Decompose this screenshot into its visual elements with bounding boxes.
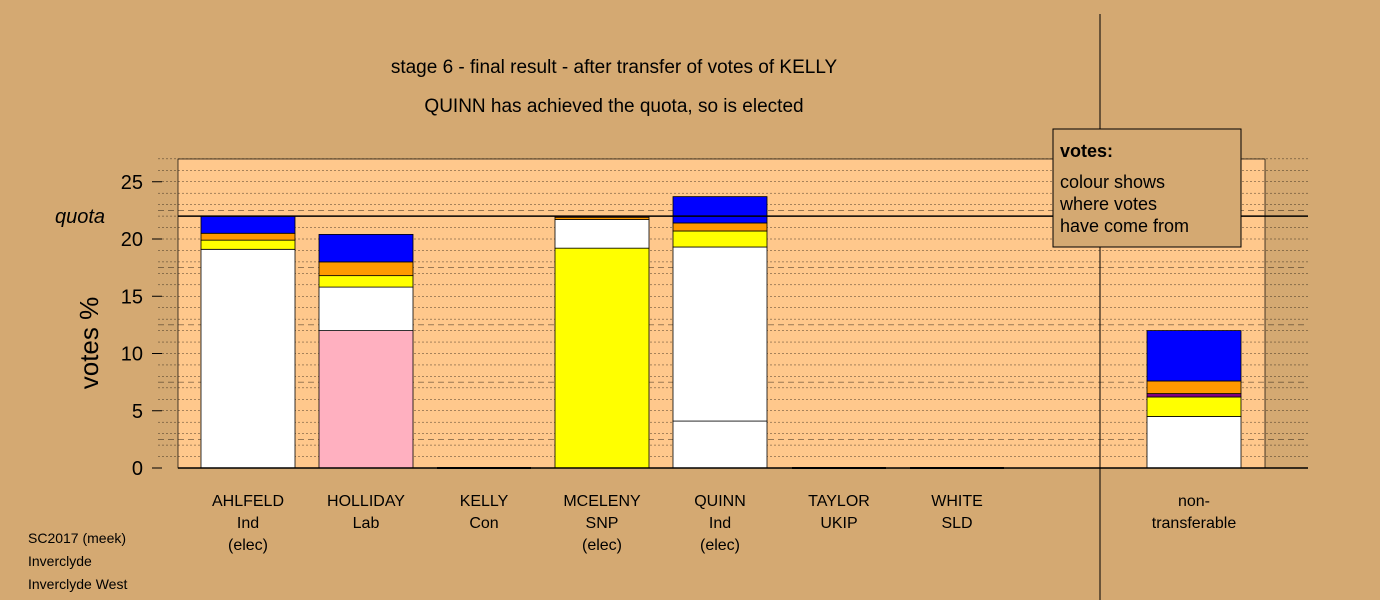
bar-ahlfeld — [200, 215, 296, 469]
y-tick-label: 20 — [121, 229, 143, 251]
bar-holliday — [318, 234, 414, 469]
x-tick-label: Lab — [353, 515, 380, 532]
x-tick-label: QUINN — [694, 493, 746, 510]
bar-segment — [200, 239, 296, 250]
x-tick-label: SNP — [586, 515, 619, 532]
bar-segment — [200, 232, 296, 241]
x-tick-label: Ind — [237, 515, 259, 532]
bar-non — [1146, 330, 1242, 469]
x-tick-label: transferable — [1152, 515, 1237, 532]
bar-segment — [1146, 330, 1242, 382]
y-tick-label: 0 — [132, 458, 143, 480]
x-tick-label: UKIP — [820, 515, 857, 532]
chart-subtitle: QUINN has achieved the quota, so is elec… — [424, 96, 803, 117]
x-tick-label: KELLY — [460, 493, 509, 510]
bar-segment — [1146, 416, 1242, 469]
bar-segment — [554, 219, 650, 249]
x-tick-label: (elec) — [582, 537, 622, 554]
legend-heading: votes: — [1060, 141, 1113, 161]
x-tick-label: Ind — [709, 515, 731, 532]
bar-segment — [554, 247, 650, 469]
x-tick-label: WHITE — [931, 493, 983, 510]
footer-line-1: SC2017 (meek) — [28, 530, 126, 546]
y-tick-label: 5 — [132, 401, 143, 423]
legend-line-3: have come from — [1060, 216, 1189, 236]
bar-segment — [318, 261, 414, 277]
bars — [200, 196, 1242, 469]
x-tick-label: (elec) — [700, 537, 740, 554]
bar-mceleny — [554, 215, 650, 469]
legend-line-1: colour shows — [1060, 172, 1165, 192]
x-tick-label: (elec) — [228, 537, 268, 554]
bar-segment — [672, 222, 768, 232]
chart-title: stage 6 - final result - after transfer … — [391, 57, 838, 78]
bar-segment — [318, 275, 414, 288]
quota-label: quota — [55, 206, 105, 228]
y-axis: 0 5 10 15 20 25 — [121, 172, 162, 480]
x-tick-label: TAYLOR — [808, 493, 870, 510]
legend-box: votes: colour shows where votes have com… — [1052, 128, 1242, 248]
x-tick-label: non- — [1178, 493, 1210, 510]
x-tick-label: Con — [469, 515, 498, 532]
x-tick-label: HOLLIDAY — [327, 493, 405, 510]
y-tick-label: 25 — [121, 172, 143, 194]
legend-line-2: where votes — [1059, 194, 1157, 214]
bar-segment — [1146, 393, 1242, 398]
bar-segment — [318, 286, 414, 331]
footer-line-2: Inverclyde — [28, 553, 92, 569]
x-axis-labels: AHLFELD Ind (elec) HOLLIDAY Lab KELLY Con MCELE… — [212, 493, 1236, 554]
bar-segment — [318, 330, 414, 469]
x-tick-label: SLD — [941, 515, 972, 532]
x-tick-label: MCELENY — [563, 493, 641, 510]
x-tick-label: AHLFELD — [212, 493, 284, 510]
y-axis-label: votes % — [74, 297, 104, 390]
y-tick-label: 10 — [121, 344, 143, 366]
bar-quinn — [672, 196, 768, 469]
y-tick-label: 15 — [121, 286, 143, 308]
bar-segment — [672, 246, 768, 422]
bar-segment — [200, 248, 296, 469]
bar-segment — [1146, 396, 1242, 417]
bar-segment — [672, 230, 768, 248]
bar-segment — [672, 420, 768, 469]
bar-segment — [1146, 380, 1242, 394]
bar-segment — [672, 196, 768, 224]
bar-segment — [318, 234, 414, 263]
bar-segment — [200, 215, 296, 234]
footer-line-3: Inverclyde West — [28, 576, 127, 592]
